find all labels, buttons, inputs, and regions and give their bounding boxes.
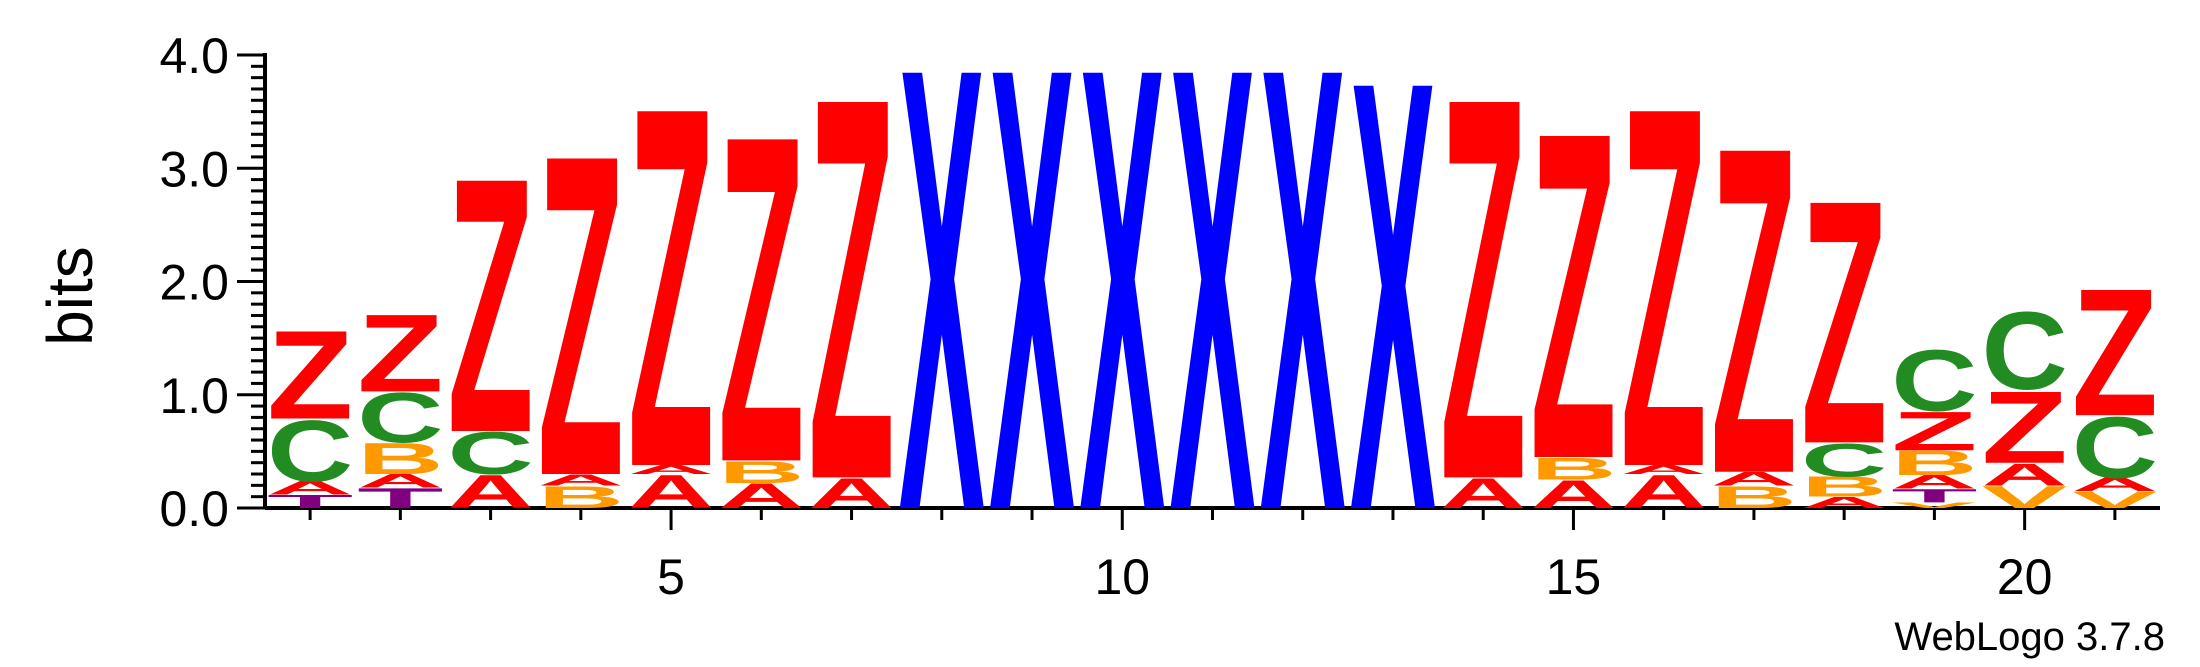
letter-z: Z [357,291,443,415]
letter-b: B [1530,451,1616,486]
letter-a: A [628,466,714,519]
letter-b: B [1801,471,1887,503]
letter-t: T [267,491,353,512]
x-tick-label: 15 [1546,549,1602,605]
letter-a: A [1440,470,1526,518]
letter-z: Z [628,0,714,574]
letter-c: C [357,378,443,458]
letter-a: A [447,466,533,519]
letter-z: Z [538,59,624,571]
stack-position-10: X [1079,0,1166,642]
letter-b: B [357,434,443,484]
y-tick-label: 4.0 [159,28,229,84]
x-tick-label: 5 [657,549,685,605]
weblogo-credit: WebLogo 3.7.8 [1894,615,2165,659]
letter-t: T [357,482,443,514]
stack-position-11: X [1169,0,1256,642]
letter-c: C [267,403,353,500]
letter-c: C [1891,332,1977,429]
stack-position-15: ABZ [1530,36,1616,557]
y-tick-label: 0.0 [159,481,229,537]
letter-x: X [1260,0,1347,642]
x-tick-label: 10 [1094,549,1150,605]
letter-a: A [1621,466,1707,519]
y-axis: 0.0 1.0 2.0 3.0 4.0 [159,28,267,537]
letter-a: A [1711,468,1797,489]
x-tick-label: 20 [1997,549,2053,605]
letter-b: B [718,454,804,489]
y-tick-label: 2.0 [159,255,229,311]
stack-position-13: X [1350,0,1437,638]
letter-x: X [1169,0,1256,642]
letter-x: X [989,0,1076,642]
letter-a: A [538,471,624,489]
stack-position-5: AAZ [628,0,714,574]
letter-z: Z [1711,51,1797,572]
letter-z: Z [447,103,533,509]
letter-z: Z [1440,0,1526,594]
letter-a: A [718,476,804,515]
stack-position-8: X [899,0,986,642]
stack-position-7: AZ [808,0,894,594]
stack-position-6: ABZ [718,39,804,560]
stack-position-16: AAZ [1621,0,1707,574]
letter-c: C [1982,290,2068,413]
letter-b: B [538,479,624,514]
letter-a: A [1801,494,1887,512]
letter-v: V [1982,479,2068,514]
letter-a: A [808,470,894,518]
x-axis: 5 10 15 20 [265,506,2160,605]
letter-a: A [1891,472,1977,493]
letter-z: Z [1801,129,1887,517]
letter-z: Z [2072,252,2158,454]
letter-a: A [357,471,443,492]
letter-t: T [1891,485,1977,506]
letter-v: V [2072,486,2158,513]
letter-a: A [628,463,714,477]
stack-position-14: AZ [1440,0,1526,594]
letter-c: C [447,420,533,487]
letter-z: Z [1621,0,1707,574]
letter-a: A [2072,474,2158,495]
letter-x: X [899,0,986,642]
letter-c: C [1801,434,1887,487]
y-axis-title: bits [34,246,106,346]
letter-a: A [1530,472,1616,516]
stack-position-17: BAZ [1711,51,1797,572]
letter-z: Z [1530,36,1616,557]
letter-x: X [1350,0,1437,638]
letter-z: Z [808,0,894,594]
y-tick-label: 1.0 [159,368,229,424]
letter-b: B [1711,479,1797,514]
stack-position-12: X [1260,0,1347,642]
letter-z: Z [1982,370,2068,485]
letter-a: A [267,478,353,499]
stack-position-3: ACZ [447,103,533,519]
letter-z: Z [718,39,804,560]
letter-z: Z [1891,400,1977,462]
stack-position-4: BAZ [538,59,624,571]
y-tick-label: 3.0 [159,141,229,197]
letter-v: V [1891,501,1977,510]
letter-a: A [1982,457,2068,492]
letter-a: A [1621,463,1707,477]
letter-z: Z [267,305,353,446]
letter-c: C [2072,399,2158,496]
letter-b: B [1891,444,1977,483]
stack-position-9: X [989,0,1076,642]
letter-x: X [1079,0,1166,642]
